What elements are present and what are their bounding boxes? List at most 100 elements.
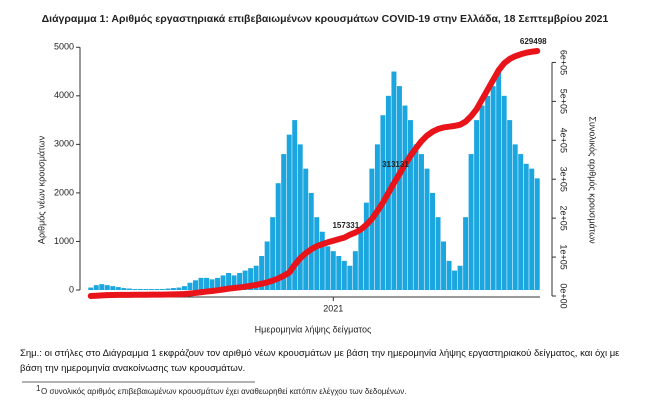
bar bbox=[518, 154, 524, 290]
bar bbox=[104, 285, 110, 290]
bar bbox=[170, 288, 176, 290]
bar bbox=[501, 95, 507, 290]
bar bbox=[358, 231, 364, 290]
bar bbox=[226, 273, 232, 290]
y2-tick-label: 2e+05 bbox=[559, 206, 569, 231]
bar bbox=[303, 168, 309, 290]
y-axis-label: Αριθμός νέων κρουσμάτων bbox=[36, 135, 46, 244]
bar bbox=[523, 163, 529, 290]
bar bbox=[314, 217, 320, 290]
bar bbox=[496, 71, 502, 290]
value-label: 629498 bbox=[520, 37, 547, 46]
bar bbox=[430, 192, 435, 290]
bar bbox=[529, 168, 535, 290]
note: Σημ.: οι στήλες στο Διάγραμμα 1 εκφράζου… bbox=[20, 348, 620, 374]
bar bbox=[336, 256, 342, 290]
y-tick-label: 3000 bbox=[54, 139, 74, 149]
bar bbox=[490, 86, 496, 290]
y2-tick-label: 1e+05 bbox=[559, 244, 569, 269]
bar bbox=[457, 265, 463, 290]
y-tick-label: 2000 bbox=[54, 187, 74, 197]
y2-tick-label: 6e+05 bbox=[559, 50, 569, 75]
bar bbox=[259, 256, 265, 290]
bar bbox=[154, 289, 160, 290]
bar bbox=[165, 288, 171, 290]
bar bbox=[231, 275, 237, 290]
bar bbox=[275, 183, 281, 290]
bar bbox=[137, 289, 143, 290]
bar bbox=[281, 154, 287, 290]
bar bbox=[396, 86, 402, 290]
bar bbox=[270, 217, 276, 290]
bar bbox=[374, 144, 380, 290]
footnote-mark: 1 bbox=[36, 384, 41, 393]
bar bbox=[99, 284, 105, 290]
bar bbox=[126, 288, 132, 290]
y2-tick-label: 3e+05 bbox=[559, 167, 569, 192]
bar bbox=[143, 289, 149, 290]
bar bbox=[369, 168, 375, 290]
bar bbox=[121, 288, 127, 290]
bar bbox=[187, 282, 193, 290]
bar bbox=[215, 277, 221, 290]
bar bbox=[319, 231, 325, 290]
footnote: Ο συνολικός αριθμός επιβεβαιωμένων κρουσ… bbox=[41, 387, 406, 396]
y2-axis-label: Συνολικός αριθμός κρουσμάτων bbox=[588, 116, 598, 244]
y2-tick-label: 5e+05 bbox=[559, 89, 569, 114]
bar bbox=[148, 289, 154, 290]
x-tick-label: 2021 bbox=[323, 303, 343, 313]
bar bbox=[402, 105, 408, 290]
bar bbox=[198, 277, 204, 290]
bar bbox=[424, 168, 430, 290]
y-tick-label: 1000 bbox=[54, 236, 74, 246]
bar bbox=[352, 251, 358, 290]
bar bbox=[292, 120, 298, 291]
bar bbox=[88, 287, 94, 290]
bar bbox=[115, 287, 121, 290]
bar bbox=[419, 154, 424, 290]
chart-title: Διάγραμμα 1: Αριθμός εργαστηριακά επιβεβ… bbox=[42, 13, 609, 25]
bar bbox=[93, 285, 99, 290]
bar bbox=[435, 217, 441, 290]
bar bbox=[347, 265, 353, 290]
bar bbox=[474, 120, 480, 291]
bar bbox=[209, 279, 215, 290]
bar bbox=[479, 105, 485, 290]
bar bbox=[181, 286, 187, 290]
bar bbox=[446, 260, 452, 290]
bar bbox=[485, 95, 491, 290]
value-label: 313131 bbox=[382, 160, 409, 169]
bar bbox=[534, 178, 540, 290]
bar bbox=[413, 144, 419, 290]
bar bbox=[452, 270, 458, 290]
bar bbox=[363, 202, 369, 290]
bar bbox=[341, 260, 347, 290]
y2-tick-label: 0e+00 bbox=[559, 283, 569, 308]
value-label: 157331 bbox=[332, 221, 359, 230]
bar bbox=[248, 268, 254, 290]
bar bbox=[193, 280, 198, 290]
bar bbox=[253, 265, 259, 290]
bar bbox=[264, 241, 270, 290]
bar bbox=[308, 192, 314, 290]
bar bbox=[132, 289, 138, 290]
bar bbox=[441, 241, 447, 290]
bar bbox=[237, 273, 243, 290]
note-box: Σημ.: οι στήλες στο Διάγραμμα 1 εκφράζου… bbox=[20, 348, 620, 374]
bar bbox=[325, 246, 331, 290]
bar bbox=[330, 251, 336, 290]
bar bbox=[512, 144, 518, 290]
bar bbox=[159, 289, 165, 290]
bar bbox=[468, 154, 474, 290]
cumulative-line bbox=[87, 47, 541, 299]
bar bbox=[204, 277, 209, 290]
bar bbox=[220, 275, 226, 290]
bar bbox=[110, 286, 116, 290]
y2-tick-label: 4e+05 bbox=[559, 128, 569, 153]
bar bbox=[242, 270, 248, 290]
y-tick-label: 0 bbox=[69, 284, 74, 294]
x-axis-label: Ημερομηνία λήψης δείγματος bbox=[255, 324, 372, 334]
bar bbox=[176, 287, 182, 290]
y-tick-label: 5000 bbox=[54, 42, 74, 52]
bar bbox=[507, 120, 513, 291]
